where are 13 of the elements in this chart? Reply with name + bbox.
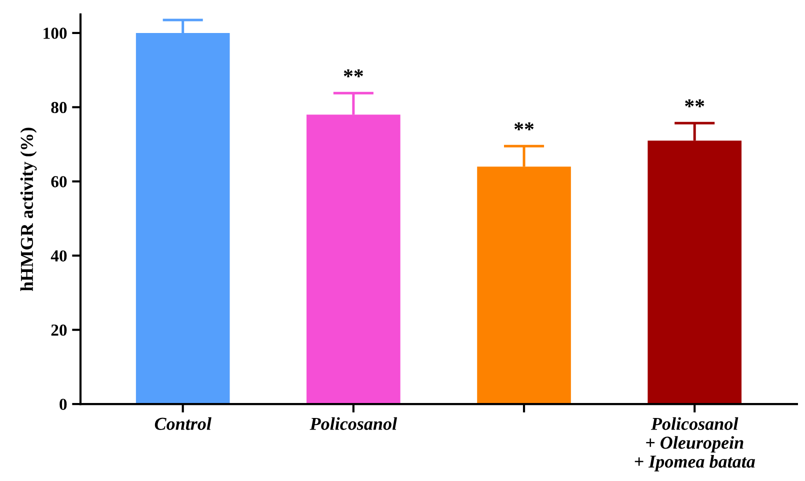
data-label: ** — [514, 122, 534, 130]
y-tick-label: 60 — [51, 176, 67, 188]
y-tick-label: 0 — [60, 398, 67, 410]
x-tick-label: Control — [154, 417, 212, 430]
data-label: ** — [685, 99, 704, 108]
y-tick-label: 20 — [51, 324, 67, 336]
y-axis-title: hHMGR activity (%) — [20, 128, 37, 292]
x-tick-label: Policosanol + Oleuropein + Ipomea batata — [634, 417, 755, 472]
y-tick-label: 40 — [50, 250, 67, 262]
y-tick-label: 80 — [51, 102, 67, 114]
y-tick-label: 100 — [44, 28, 67, 39]
data-label: ** — [344, 69, 363, 78]
x-tick-label: Policosanol — [310, 417, 398, 430]
